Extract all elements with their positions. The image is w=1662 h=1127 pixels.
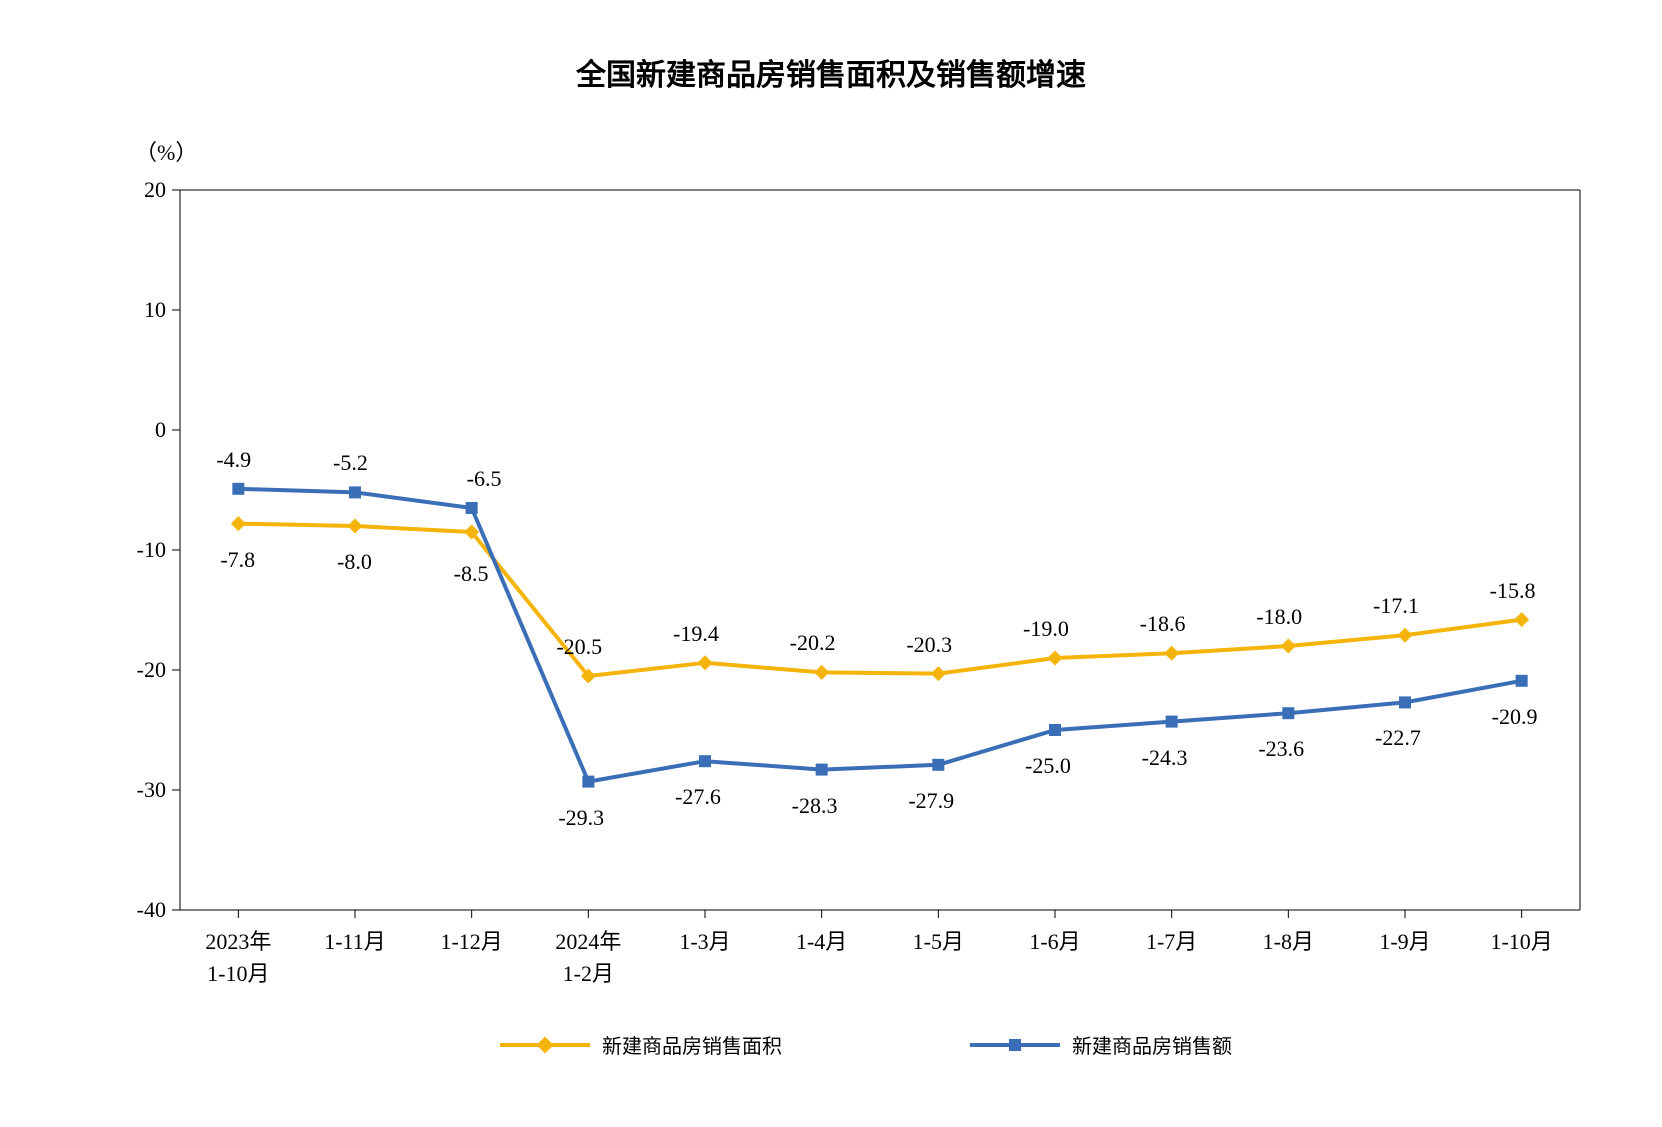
xtick-label: 1-8月 — [1230, 924, 1347, 956]
data-label: -27.9 — [908, 788, 954, 814]
xtick-label: 2023年 1-10月 — [180, 924, 297, 988]
data-label: -25.0 — [1025, 753, 1071, 779]
ytick-label: 10 — [144, 297, 166, 323]
data-label: -17.1 — [1373, 593, 1419, 619]
xtick-label: 1-7月 — [1113, 924, 1230, 956]
data-label: -8.0 — [337, 549, 372, 575]
data-label: -4.9 — [216, 447, 251, 473]
data-label: -19.0 — [1023, 616, 1069, 642]
data-label: -20.2 — [790, 630, 836, 656]
xtick-label: 1-10月 — [1463, 924, 1580, 956]
data-label: -19.4 — [673, 621, 719, 647]
ytick-label: -10 — [137, 537, 166, 563]
data-label: -20.5 — [556, 634, 602, 660]
data-label: -6.5 — [467, 466, 502, 492]
xtick-label: 1-6月 — [997, 924, 1114, 956]
data-label: -7.8 — [220, 547, 255, 573]
data-label: -28.3 — [792, 793, 838, 819]
xtick-label: 2024年 1-2月 — [530, 924, 647, 988]
data-label: -24.3 — [1142, 745, 1188, 771]
xtick-label: 1-5月 — [880, 924, 997, 956]
legend-marker — [537, 1036, 554, 1053]
ytick-label: -30 — [137, 777, 166, 803]
chart-container: 全国新建商品房销售面积及销售额增速 （%） -40-30-20-10010202… — [0, 0, 1662, 1127]
legend-line — [500, 1043, 590, 1047]
xtick-label: 1-11月 — [297, 924, 414, 956]
ytick-label: -40 — [137, 897, 166, 923]
xtick-label: 1-4月 — [763, 924, 880, 956]
xtick-label: 1-12月 — [413, 924, 530, 956]
xtick-label: 1-9月 — [1347, 924, 1464, 956]
data-label: -23.6 — [1258, 736, 1304, 762]
data-label: -5.2 — [333, 450, 368, 476]
legend-item: 新建商品房销售面积 — [500, 1030, 782, 1059]
legend-label: 新建商品房销售额 — [1072, 1030, 1232, 1059]
ytick-label: -20 — [137, 657, 166, 683]
data-label: -29.3 — [558, 805, 604, 831]
data-label: -20.3 — [906, 632, 952, 658]
ytick-label: 20 — [144, 177, 166, 203]
legend-item: 新建商品房销售额 — [970, 1030, 1232, 1059]
data-label: -27.6 — [675, 784, 721, 810]
ytick-label: 0 — [155, 417, 166, 443]
data-label: -18.6 — [1140, 611, 1186, 637]
legend-label: 新建商品房销售面积 — [602, 1030, 782, 1059]
xtick-label: 1-3月 — [647, 924, 764, 956]
data-label: -15.8 — [1490, 578, 1536, 604]
legend-marker — [1009, 1039, 1021, 1051]
data-label: -18.0 — [1256, 604, 1302, 630]
data-label: -22.7 — [1375, 725, 1421, 751]
data-label: -20.9 — [1492, 704, 1538, 730]
data-label: -8.5 — [454, 561, 489, 587]
legend-line — [970, 1043, 1060, 1047]
